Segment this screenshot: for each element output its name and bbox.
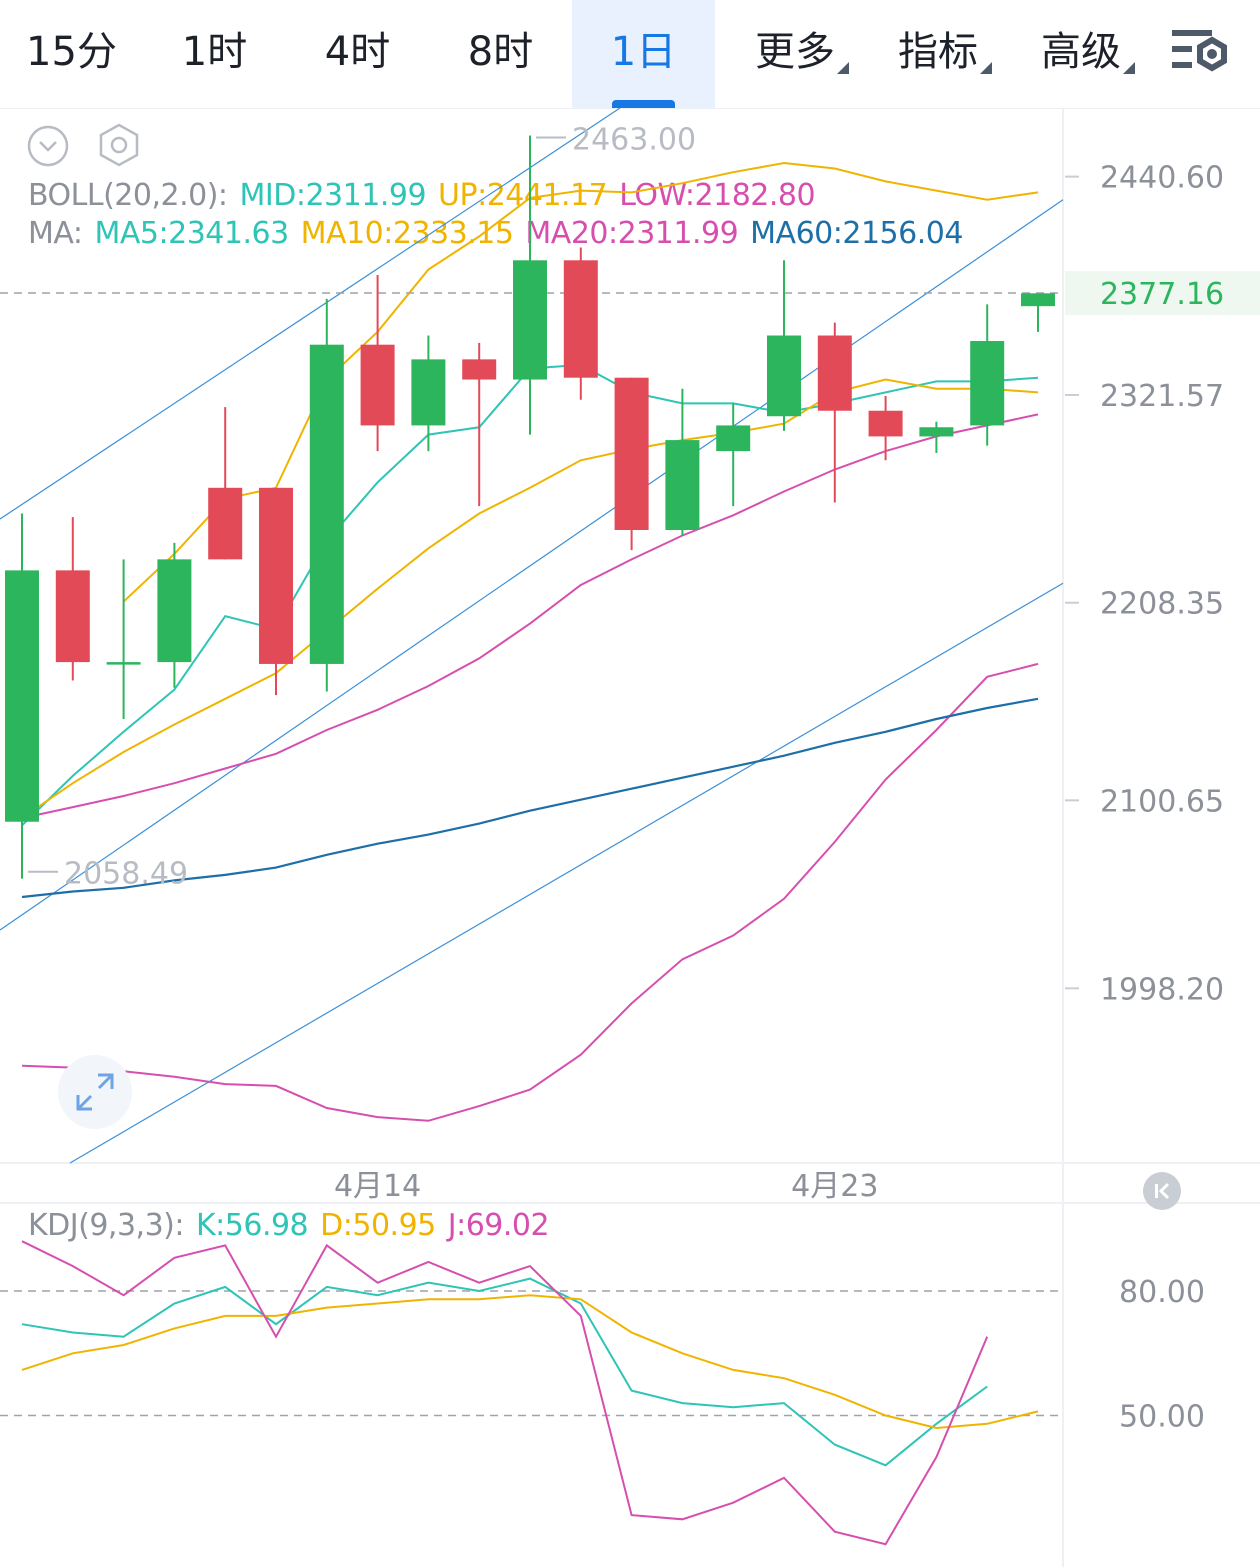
- tab-label: 更多: [755, 29, 835, 75]
- tab-label: 指标: [898, 29, 978, 75]
- kdj-d-value: D:50.95: [320, 1208, 436, 1243]
- channel-line-upper: [0, 108, 621, 520]
- hexagon-settings-icon[interactable]: [96, 122, 142, 168]
- kdj-tick-label: 80.00: [1119, 1275, 1205, 1310]
- boll-legend-prefix: BOLL(20,2.0):: [28, 178, 228, 213]
- tab-1h[interactable]: 1时: [143, 0, 286, 108]
- candlestick-chart: 2440.60 2321.57 2208.35 2100.65 1998.20 2377.…: [0, 108, 1260, 1567]
- series-line-ma60: [21, 697, 1039, 899]
- boll-mid-value: MID:2311.99: [239, 178, 427, 213]
- candle-body: [614, 377, 649, 530]
- current-price-label: 2377.16: [1100, 277, 1224, 312]
- dropdown-triangle-icon: [1123, 62, 1135, 74]
- series-line-low: [21, 662, 1039, 1122]
- candle-body: [868, 410, 903, 437]
- chart-area[interactable]: BOLL(20,2.0): MID:2311.99 UP:2441.17 LOW:21…: [0, 108, 1260, 1567]
- expand-button[interactable]: [58, 1055, 132, 1129]
- candle-body: [919, 427, 954, 437]
- tab-4h[interactable]: 4时: [286, 0, 429, 108]
- x-tick-label: 4月23: [791, 1169, 878, 1204]
- kdj-tick-label: 50.00: [1119, 1400, 1205, 1435]
- dropdown-triangle-icon: [980, 62, 992, 74]
- tab-1d[interactable]: 1日: [572, 0, 715, 108]
- candle-body: [208, 487, 243, 560]
- low-annotation: 2058.49: [64, 857, 188, 892]
- dropdown-triangle-icon: [837, 62, 849, 74]
- chart-settings-icon[interactable]: [1168, 22, 1234, 82]
- candle-body: [360, 344, 395, 426]
- ma5-value: MA5:2341.63: [94, 216, 290, 251]
- candle-body: [5, 570, 39, 822]
- candle-body: [55, 570, 90, 663]
- ma10-value: MA10:2333.15: [300, 216, 514, 251]
- skip-back-icon: [1155, 1182, 1170, 1200]
- tab-advanced[interactable]: 高级: [1031, 0, 1135, 108]
- kdj-legend: KDJ(9,3,3): K:56.98 D:50.95 J:69.02: [28, 1208, 561, 1243]
- candle-body: [513, 260, 547, 380]
- candle-body: [767, 335, 801, 417]
- candle-body: [1021, 293, 1055, 307]
- kdj-line-j: [21, 1240, 989, 1546]
- tab-8h[interactable]: 8时: [429, 0, 572, 108]
- candle-body: [716, 425, 751, 452]
- candle-body: [259, 487, 293, 664]
- candle-body: [309, 344, 344, 664]
- tab-label: 15分: [26, 29, 117, 75]
- chevron-down-circle-icon[interactable]: [26, 124, 70, 168]
- tab-indicators[interactable]: 指标: [888, 0, 992, 108]
- boll-low-value: LOW:2182.80: [619, 178, 816, 213]
- y-tick-label: 2440.60: [1100, 161, 1224, 196]
- channel-line-middle: [0, 199, 1064, 931]
- y-tick-label: 2321.57: [1100, 379, 1224, 414]
- candle-body: [970, 341, 1005, 426]
- expand-arrows-icon: [76, 1073, 114, 1111]
- kdj-k-value: K:56.98: [195, 1208, 309, 1243]
- candle-body: [665, 440, 700, 530]
- tab-label: 1日: [610, 29, 677, 75]
- period-tab-bar: 15分 1时 4时 8时 1日 更多 指标 高级: [0, 0, 1260, 109]
- candle-body: [462, 359, 497, 380]
- candle-body: [817, 335, 852, 411]
- candle-body: [563, 260, 598, 378]
- candle-body: [157, 559, 192, 663]
- series-line-ma10: [21, 378, 1039, 819]
- x-tick-label: 4月14: [334, 1169, 421, 1204]
- ma-legend: MA: MA5:2341.63 MA10:2333.15 MA20:2311.99 MA…: [28, 216, 975, 251]
- back-to-latest-button[interactable]: [1143, 1172, 1181, 1210]
- high-annotation: 2463.00: [572, 123, 696, 158]
- tab-15m[interactable]: 15分: [0, 0, 143, 108]
- ma60-value: MA60:2156.04: [750, 216, 963, 251]
- tab-label: 高级: [1041, 29, 1121, 75]
- candle-body: [106, 662, 141, 665]
- tab-more[interactable]: 更多: [745, 0, 849, 108]
- tab-label: 8时: [467, 29, 534, 75]
- series-line-up: [21, 413, 1039, 820]
- y-tick-label: 2208.35: [1100, 587, 1224, 622]
- active-tab-indicator: [612, 100, 675, 108]
- tab-label: 1时: [181, 29, 248, 75]
- boll-up-value: UP:2441.17: [438, 178, 608, 213]
- kdj-line-d: [21, 1294, 1039, 1430]
- channel-line-lower: [69, 582, 1064, 1164]
- ma20-value: MA20:2311.99: [525, 216, 739, 251]
- kdj-j-value: J:69.02: [447, 1208, 550, 1243]
- y-tick-label: 2100.65: [1100, 784, 1224, 819]
- ma-legend-prefix: MA:: [28, 216, 83, 251]
- kdj-legend-prefix: KDJ(9,3,3):: [28, 1208, 184, 1243]
- kdj-line-k: [21, 1277, 988, 1467]
- y-tick-label: 1998.20: [1100, 972, 1224, 1007]
- tab-label: 4时: [324, 29, 391, 75]
- current-price-badge: [1065, 271, 1260, 316]
- candle-body: [411, 359, 446, 426]
- boll-legend: BOLL(20,2.0): MID:2311.99 UP:2441.17 LOW:21…: [28, 178, 827, 213]
